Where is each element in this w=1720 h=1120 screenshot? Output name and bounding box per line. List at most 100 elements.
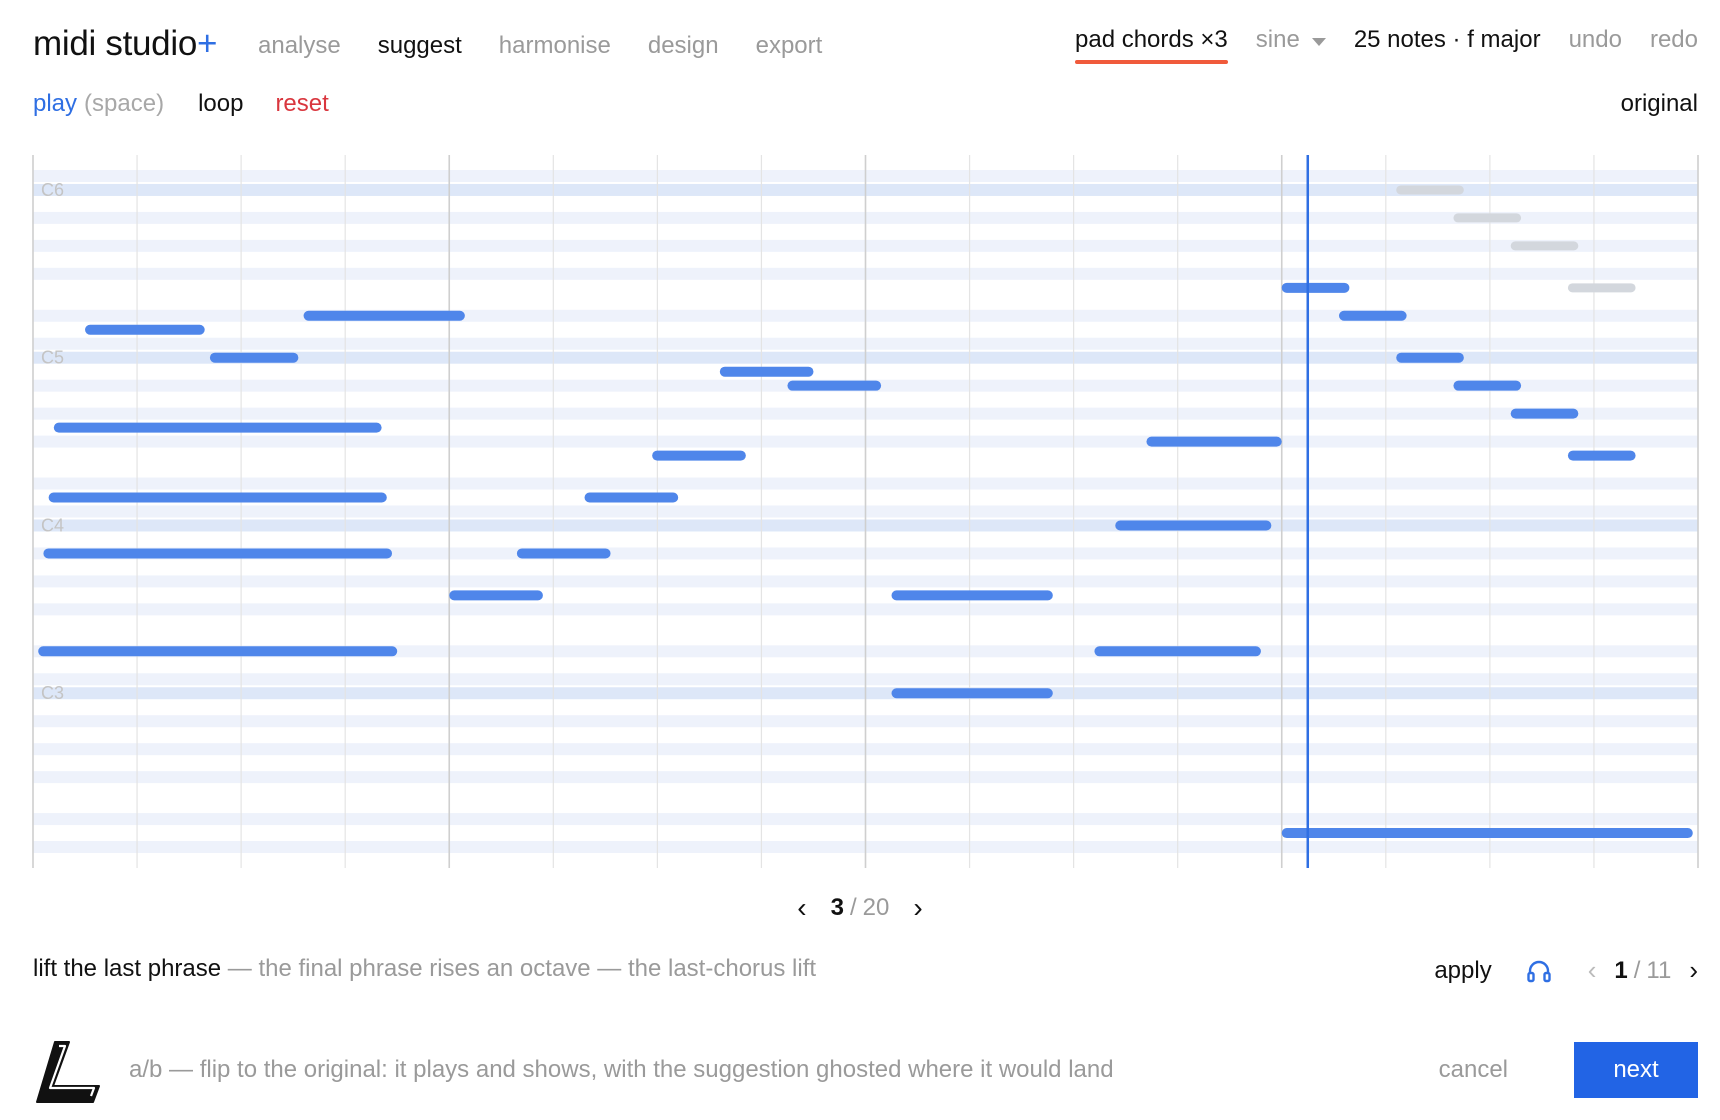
- ab-hint: a/b — flip to the original: it plays and…: [129, 1056, 1114, 1083]
- pitch-row: [33, 771, 1698, 784]
- pitch-row: [33, 169, 1698, 182]
- piano-roll-canvas: C6 C5 C4 C3: [32, 155, 1699, 868]
- cancel-button[interactable]: cancel: [1438, 1056, 1508, 1083]
- suggestion-description: — the final phrase rises an octave — the…: [221, 955, 817, 982]
- midi-note: [43, 548, 393, 559]
- pitch-row: [33, 309, 1698, 322]
- suggestion-prev-button[interactable]: ‹: [1587, 955, 1597, 985]
- midi-note: [891, 590, 1053, 601]
- suggestion-controls: apply ‹ 1 / 11 ›: [1434, 955, 1698, 986]
- header: midi studio+ analyse suggest harmonise d…: [33, 24, 1698, 66]
- pitch-row: [33, 477, 1698, 490]
- pitch-row: [33, 519, 1698, 532]
- suggestion-separator: /: [1633, 956, 1641, 984]
- midi-note: [1281, 282, 1350, 293]
- note-info: 25 notes · f major: [1353, 26, 1541, 53]
- pitch-row: [33, 715, 1698, 728]
- octave-label: C4: [41, 515, 64, 535]
- suggestion-current: 1: [1614, 956, 1628, 984]
- pitch-row: [33, 351, 1698, 364]
- midi-note: [1115, 520, 1272, 531]
- pitch-row: [33, 183, 1698, 196]
- pager-next-button[interactable]: ›: [913, 892, 923, 923]
- pitch-row: [33, 841, 1698, 854]
- pitch-row: [33, 687, 1698, 700]
- main-nav: analyse suggest harmonise design export: [258, 32, 859, 60]
- ghost-note: [1510, 241, 1579, 251]
- ghost-note: [1453, 213, 1522, 223]
- pitch-row: [33, 603, 1698, 616]
- midi-note: [209, 352, 299, 363]
- transport-bar: play (space) loop reset: [33, 90, 329, 118]
- midi-note: [38, 646, 398, 657]
- play-button[interactable]: play: [33, 90, 78, 117]
- waveform-dropdown[interactable]: sine: [1256, 26, 1326, 54]
- header-right-controls: pad chords ×3 sine 25 notes · f major un…: [1075, 26, 1698, 64]
- midi-note: [449, 590, 543, 601]
- suggestion-next-button[interactable]: ›: [1689, 955, 1698, 985]
- nav-design[interactable]: design: [647, 32, 719, 59]
- loop-button[interactable]: loop: [198, 90, 244, 117]
- redo-button[interactable]: redo: [1649, 26, 1698, 53]
- footer: a/b — flip to the original: it plays and…: [33, 1040, 1698, 1104]
- pitch-row: [33, 435, 1698, 448]
- pitch-row: [33, 379, 1698, 392]
- midi-note: [891, 688, 1053, 699]
- suggestion-total: 11: [1646, 956, 1672, 984]
- pitch-row: [33, 505, 1698, 518]
- midi-note: [1510, 408, 1579, 419]
- pitch-row: [33, 673, 1698, 686]
- logo-icon: [33, 1040, 103, 1104]
- waveform-label: sine: [1255, 26, 1300, 53]
- nav-analyse[interactable]: analyse: [258, 32, 341, 59]
- nav-export[interactable]: export: [755, 32, 823, 59]
- midi-note: [1396, 352, 1464, 363]
- pitch-row: [33, 267, 1698, 280]
- headphones-icon[interactable]: [1526, 958, 1552, 984]
- pitch-row: [33, 337, 1698, 350]
- chevron-down-icon: [1311, 37, 1326, 46]
- midi-note: [719, 366, 814, 377]
- pitch-row: [33, 239, 1698, 252]
- midi-note: [787, 380, 882, 391]
- midi-note: [1338, 310, 1407, 321]
- octave-label: C6: [41, 180, 64, 200]
- midi-note: [85, 324, 205, 335]
- pitch-row: [33, 645, 1698, 658]
- pager-separator: /: [849, 894, 857, 921]
- pitch-row: [33, 743, 1698, 756]
- pager-prev-button[interactable]: ‹: [797, 892, 807, 923]
- pager-total: 20: [862, 894, 890, 921]
- ghost-note: [1396, 185, 1464, 195]
- ghost-note: [1567, 283, 1636, 293]
- original-toggle[interactable]: original: [1620, 90, 1698, 117]
- midi-note: [53, 422, 382, 433]
- nav-suggest[interactable]: suggest: [377, 32, 462, 59]
- midi-note: [303, 310, 465, 321]
- octave-label: C3: [41, 683, 64, 703]
- midi-note: [1453, 380, 1522, 391]
- pitch-row: [33, 813, 1698, 826]
- variation-pager: ‹ 3 / 20 ›: [0, 892, 1720, 924]
- pitch-row: [33, 211, 1698, 224]
- suggestion-title: lift the last phrase: [33, 955, 222, 982]
- octave-label: C5: [41, 348, 64, 368]
- apply-button[interactable]: apply: [1434, 956, 1492, 984]
- midi-note: [584, 492, 679, 503]
- piano-roll[interactable]: C6 C5 C4 C3: [0, 0, 1720, 880]
- undo-button[interactable]: undo: [1568, 26, 1622, 53]
- suggestion-text: lift the last phrase — the final phrase …: [33, 955, 816, 983]
- midi-note: [1146, 436, 1282, 447]
- midi-note: [652, 450, 746, 461]
- nav-harmonise[interactable]: harmonise: [498, 32, 611, 59]
- next-button[interactable]: next: [1574, 1042, 1698, 1098]
- pager-current: 3: [830, 894, 844, 921]
- pitch-row: [33, 575, 1698, 588]
- midi-note: [1094, 646, 1261, 657]
- app-title: midi studio+: [33, 24, 218, 63]
- midi-note: [1567, 450, 1636, 461]
- reset-button[interactable]: reset: [275, 90, 329, 117]
- preset-selector[interactable]: pad chords ×3: [1075, 26, 1228, 64]
- play-shortcut-hint: (space): [84, 90, 165, 117]
- midi-note: [516, 548, 611, 559]
